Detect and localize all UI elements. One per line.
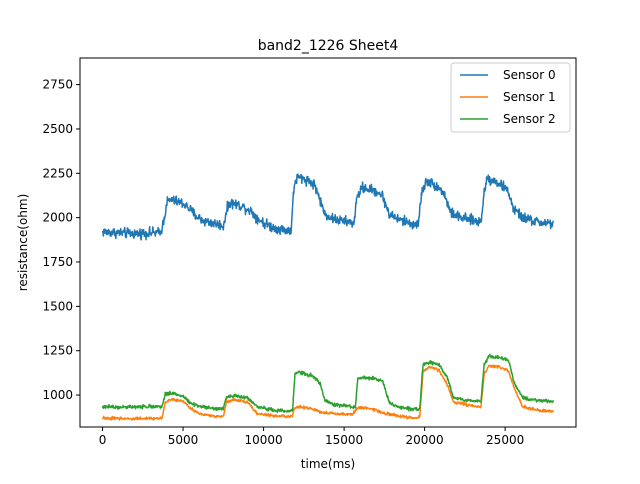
legend-label-sensor-1: Sensor 1 [503,90,556,104]
legend-label-sensor-2: Sensor 2 [503,112,556,126]
y-axis-label: resistance(ohm) [16,194,30,292]
y-tick-label: 1000 [42,388,73,402]
y-tick-label: 2500 [42,122,73,136]
x-tick-label: 10000 [244,433,282,447]
legend: Sensor 0 Sensor 1 Sensor 2 [450,62,571,133]
y-axis-ticks: 1000 1250 1500 1750 2000 2250 2500 2750 [42,78,80,402]
y-tick-label: 2250 [42,166,73,180]
legend-box [450,62,571,133]
legend-label-sensor-0: Sensor 0 [503,68,556,82]
series-line-sensor-1 [101,364,555,421]
series-lines [101,173,555,421]
x-axis-ticks: 0 5000 10000 15000 20000 25000 [99,427,524,447]
x-tick-label: 25000 [486,433,524,447]
x-tick-label: 5000 [168,433,199,447]
y-tick-label: 2000 [42,211,73,225]
y-tick-label: 1750 [42,255,73,269]
y-tick-label: 1250 [42,344,73,358]
series-line-sensor-2 [101,353,555,414]
x-tick-label: 15000 [325,433,363,447]
x-tick-label: 20000 [406,433,444,447]
series-line-sensor-0 [101,173,555,241]
x-tick-label: 0 [99,433,107,447]
y-tick-label: 1500 [42,299,73,313]
chart-title: band2_1226 Sheet4 [258,38,399,54]
y-tick-label: 2750 [42,78,73,92]
plot-frame [79,57,577,428]
x-axis-label: time(ms) [301,457,355,471]
